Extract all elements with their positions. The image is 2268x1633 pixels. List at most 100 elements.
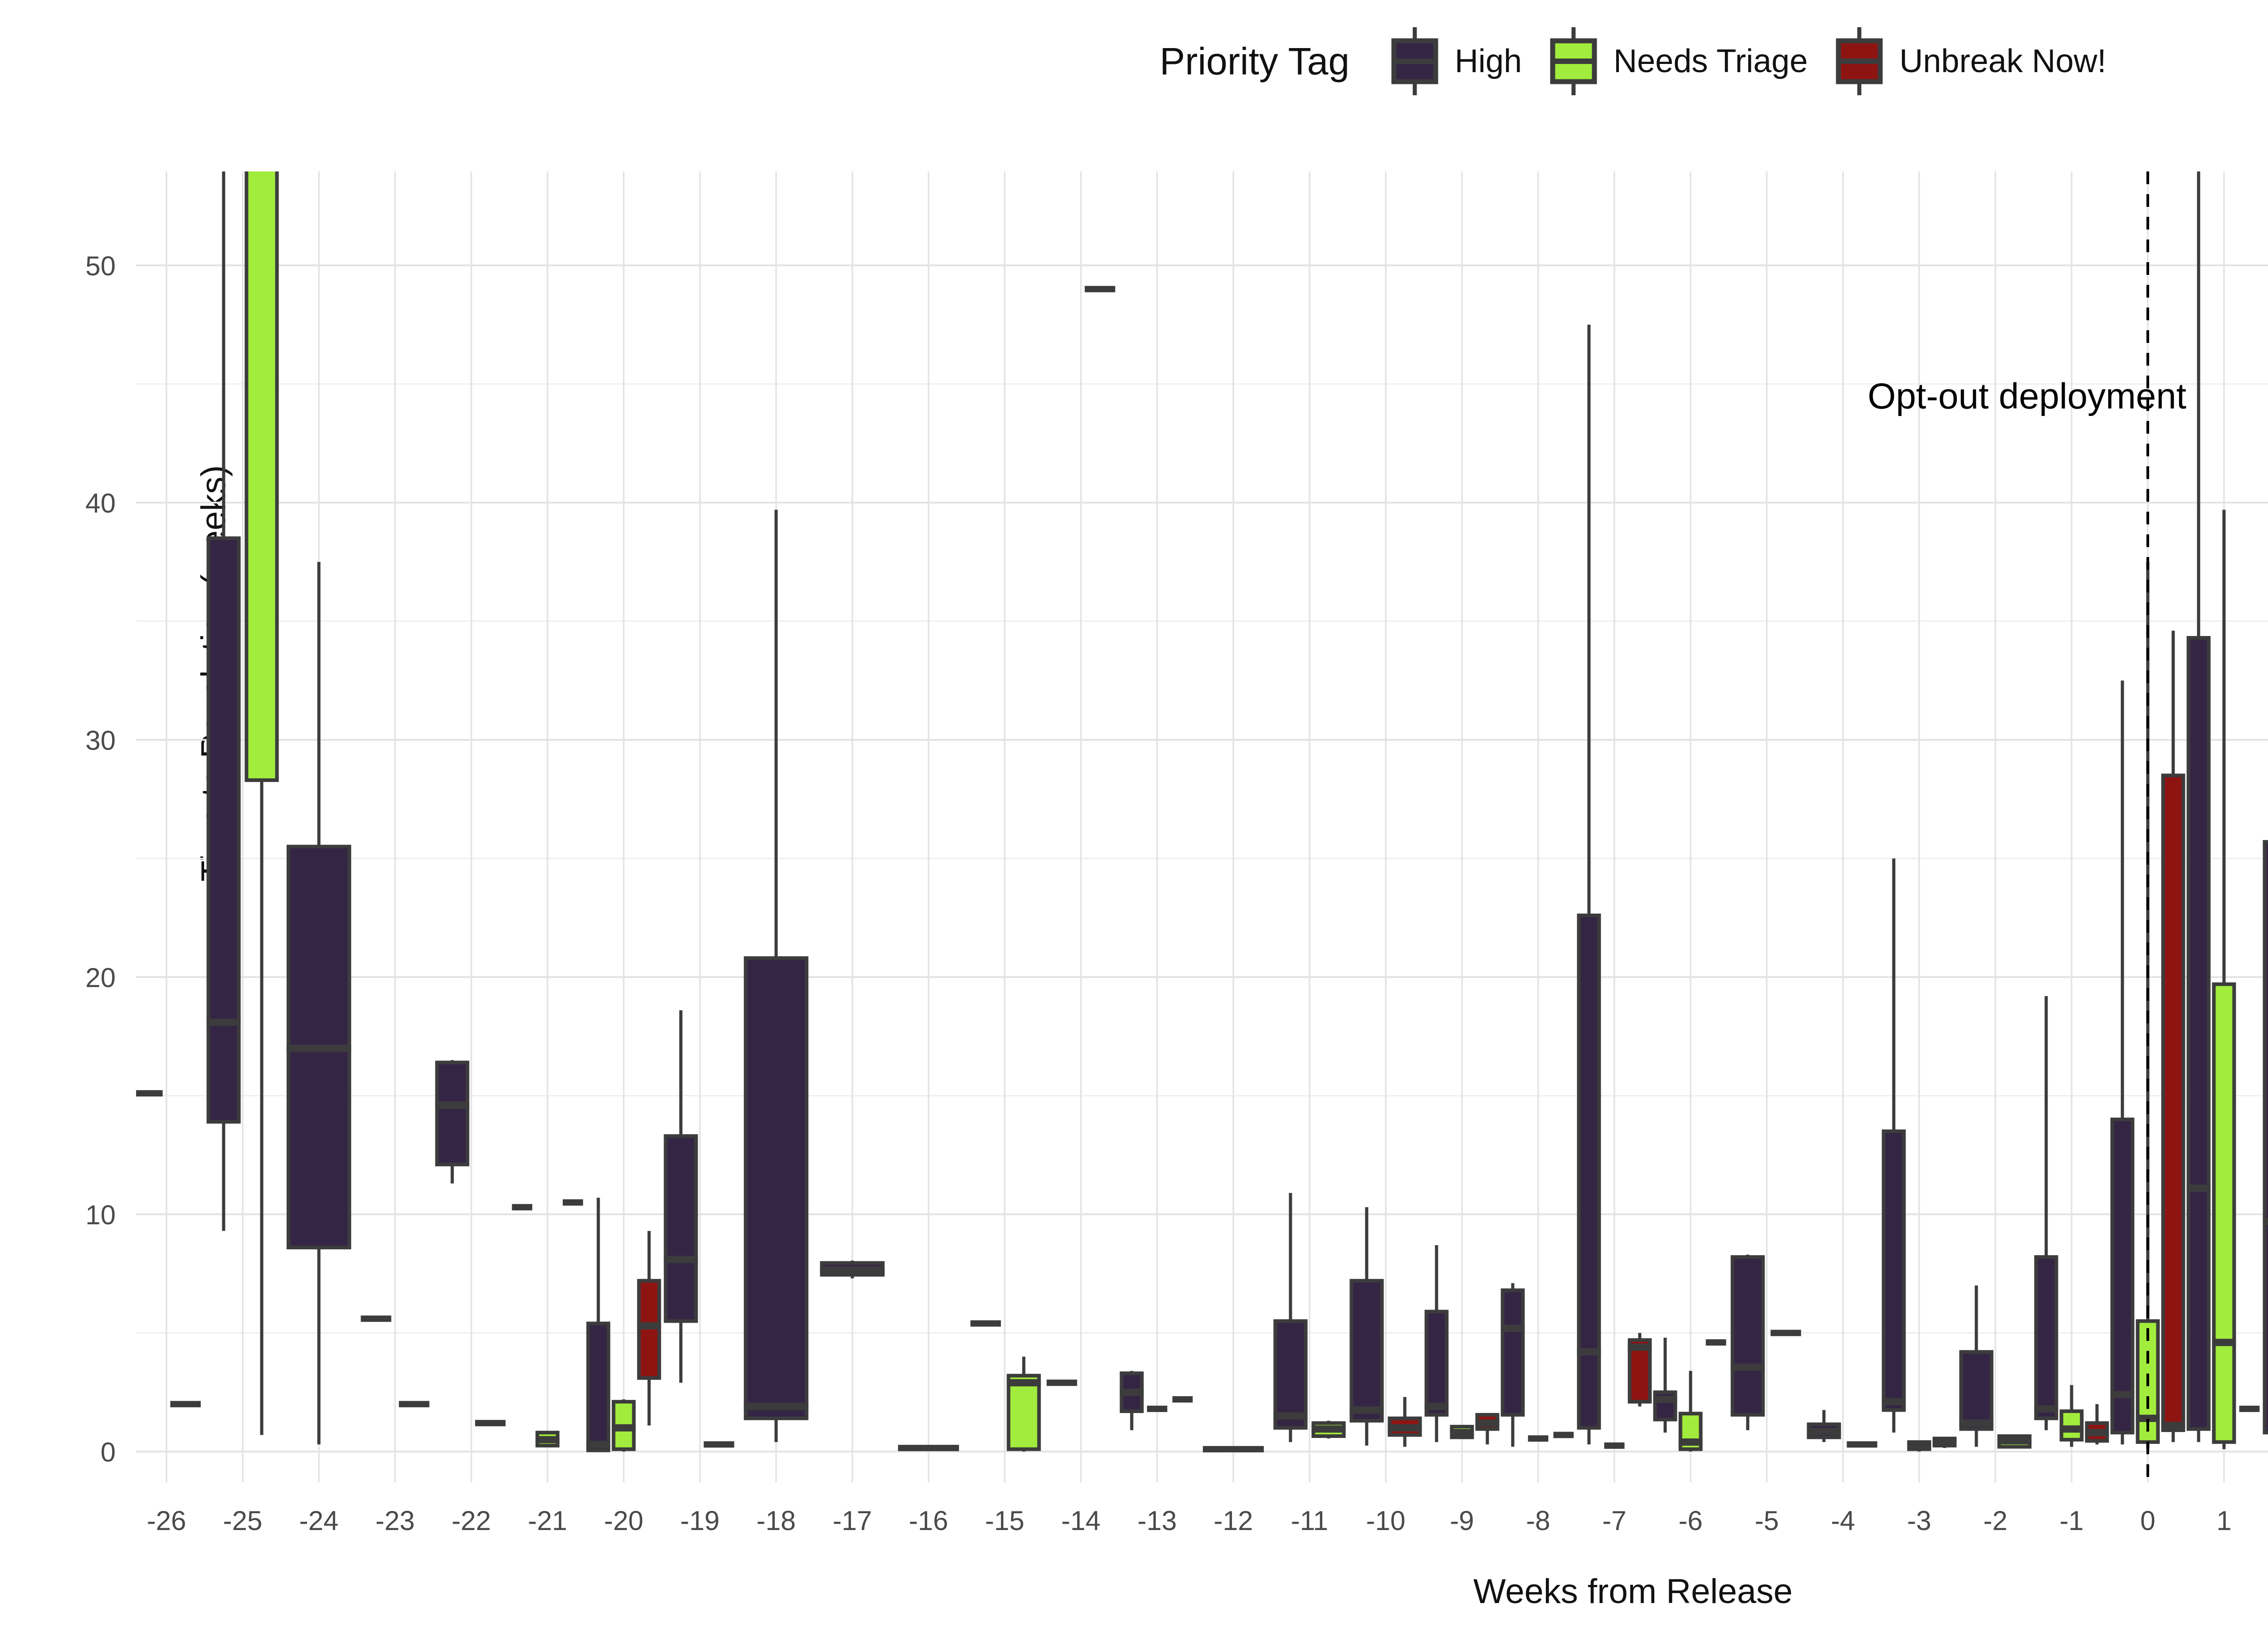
- box-iqr: [1501, 1288, 1525, 1417]
- median-line: [637, 1322, 661, 1330]
- median-line: [743, 1403, 809, 1410]
- boxplot-needs-triage-week-13: [1147, 1405, 1168, 1412]
- boxplot-high-week-6: [1653, 1337, 1677, 1433]
- median-line: [970, 1320, 1001, 1327]
- boxplot-key-icon-unbreak-now: [1836, 27, 1883, 95]
- boxplot-high-week-19: [664, 1010, 698, 1383]
- boxplot-unbreak-now-week-7: [1628, 1333, 1652, 1407]
- boxplot-unbreak-now-week-10: [1388, 1397, 1422, 1447]
- legend: Priority Tag High Needs Triage Unb: [0, 27, 2268, 95]
- x-tick-label: -17: [833, 1506, 872, 1536]
- boxplot-high-week-15: [970, 1320, 1001, 1327]
- boxplot-needs-triage-week-26: [170, 1401, 201, 1408]
- median-line: [1678, 1438, 1703, 1446]
- box-iqr: [664, 1134, 698, 1323]
- median-line: [1119, 1389, 1144, 1396]
- median-line: [1907, 1442, 1931, 1449]
- boxplot-needs-triage-week-1: [2059, 1385, 2084, 1447]
- boxplot-high-week-5: [1730, 1254, 1765, 1430]
- overlay-layer: Opt-out deployment-26 -25 -24 -23 -22 -21 -20-…: [85, 171, 2232, 1536]
- boxplot-high-week-26: [136, 1090, 163, 1097]
- median-line: [1147, 1405, 1168, 1412]
- boxes-layer: [136, 171, 2268, 1452]
- box-iqr: [1007, 1374, 1041, 1451]
- median-line: [2212, 1339, 2236, 1346]
- boxplot-key-icon-needs-triage: [1550, 27, 1597, 95]
- y-tick-label: 50: [85, 251, 116, 281]
- median-line: [2161, 1422, 2185, 1429]
- median-line: [535, 1436, 560, 1443]
- median-line: [1932, 1438, 1957, 1446]
- x-tick-label: -2: [1983, 1506, 2007, 1536]
- boxplot-unbreak-now-week-13: [1172, 1396, 1193, 1403]
- median-line: [1653, 1395, 1677, 1403]
- median-line: [2034, 1405, 2058, 1413]
- boxplot-unbreak-now-week-8: [1553, 1432, 1574, 1438]
- box-iqr: [2186, 636, 2211, 1431]
- boxplot-high-week0: [2110, 680, 2135, 1445]
- median-line: [1501, 1325, 1525, 1332]
- boxplot-unbreak-now-week0: [2161, 631, 2185, 1442]
- box-iqr: [586, 1321, 611, 1452]
- x-tick-label: -6: [1678, 1506, 1702, 1536]
- x-tick-label: -13: [1138, 1506, 1177, 1536]
- x-tick-label: -3: [1907, 1506, 1931, 1536]
- boxplot-needs-triage-week-25: [244, 171, 279, 1435]
- median-line: [475, 1420, 506, 1427]
- y-tick-label: 0: [101, 1437, 116, 1467]
- boxplot-high-week-18: [743, 509, 809, 1442]
- x-tick-label: -5: [1755, 1506, 1779, 1536]
- legend-item-high: High: [1388, 27, 1522, 95]
- box-iqr: [2263, 840, 2268, 1435]
- boxplot-key-icon-high: [1391, 27, 1438, 95]
- x-tick-label: -12: [1214, 1506, 1253, 1536]
- x-tick-label: 0: [2140, 1506, 2155, 1536]
- y-tick-label: 20: [85, 963, 116, 993]
- boxplot-unbreak-now-week-3: [1932, 1437, 1957, 1448]
- median-line: [1807, 1428, 1841, 1435]
- legend-label-high: High: [1455, 43, 1522, 79]
- boxplot-high-week-1: [2034, 996, 2058, 1430]
- boxplot-high-week-22: [435, 1060, 469, 1184]
- boxplot-high-week-8: [1501, 1283, 1525, 1447]
- boxplot-needs-triage-week-3: [1907, 1440, 1931, 1452]
- median-line: [286, 1044, 352, 1052]
- x-tick-label: -10: [1366, 1506, 1406, 1536]
- x-tick-label: -4: [1831, 1506, 1855, 1536]
- median-line: [1770, 1330, 1801, 1336]
- median-line: [1577, 1348, 1601, 1356]
- boxplot-high-week-20: [586, 1198, 611, 1452]
- box-iqr: [2110, 1117, 2135, 1435]
- boxplot-high-week-2: [1959, 1285, 1994, 1447]
- boxplot-needs-triage-week-15: [1007, 1356, 1041, 1452]
- median-line: [1450, 1429, 1474, 1437]
- x-tick-label: -14: [1061, 1506, 1101, 1536]
- box-iqr: [743, 956, 809, 1420]
- boxplot-needs-triage-week-8: [1528, 1435, 1549, 1442]
- boxplot-high-week-21: [512, 1204, 533, 1211]
- x-tick-label: -21: [528, 1506, 567, 1536]
- median-line: [1424, 1403, 1449, 1410]
- median-line: [1553, 1432, 1574, 1438]
- box-iqr: [1577, 914, 1601, 1430]
- boxplot-needs-triage-week-22: [475, 1420, 506, 1427]
- median-line: [1706, 1339, 1726, 1346]
- boxplot-high-week-3: [1882, 858, 1906, 1433]
- y-tick-label: 10: [85, 1200, 116, 1230]
- boxplot-high-week-11: [1273, 1193, 1308, 1442]
- boxplot-unbreak-now-week-21: [562, 1199, 583, 1206]
- median-line: [664, 1256, 698, 1263]
- median-line: [562, 1199, 583, 1206]
- median-line: [136, 1090, 163, 1097]
- x-tick-label: -23: [376, 1506, 415, 1536]
- median-line: [898, 1445, 959, 1452]
- median-line: [1273, 1412, 1308, 1420]
- box-iqr: [1424, 1310, 1449, 1417]
- x-tick-label: -11: [1291, 1506, 1328, 1536]
- y-tick-label: 30: [85, 725, 116, 756]
- boxplot-high-week-14: [1046, 1379, 1077, 1386]
- x-tick-label: -8: [1526, 1506, 1550, 1536]
- box-iqr: [1882, 1129, 1906, 1412]
